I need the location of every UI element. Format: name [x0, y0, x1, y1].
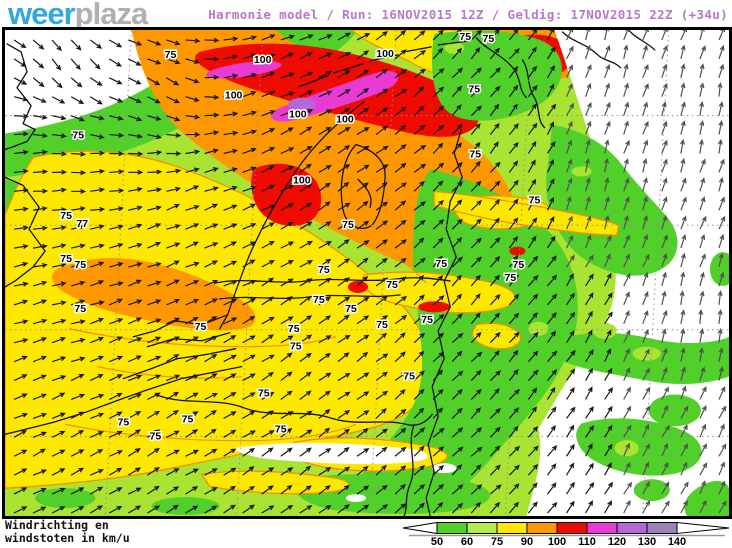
caption-line-2: windstoten in km/u: [5, 531, 130, 545]
contour-label: 75: [182, 414, 194, 425]
logo-weer: weer: [8, 0, 76, 31]
contour-label: 75: [529, 195, 541, 206]
fill-regions-layer: [5, 30, 729, 516]
legend-cell: [466, 522, 498, 534]
contour-label: 75: [74, 260, 86, 271]
contour-label: 75: [468, 85, 480, 96]
contour-label: 75: [469, 150, 481, 161]
logo-plaza: plaza: [74, 0, 149, 31]
contour-label: 75: [313, 295, 325, 306]
contour-label: 100: [293, 175, 311, 186]
contour-label: 75: [290, 342, 302, 353]
contour-label: 75: [60, 211, 72, 222]
legend-right-arrow: [676, 521, 730, 535]
legend-tick-label: 120: [608, 536, 626, 548]
wind-gust-map-frame: 75 100 100 100 100 100 75 75 75 75 100 75 75 77 75 75 75…: [2, 27, 732, 519]
legend-cell: [556, 522, 588, 534]
contour-label: 75: [195, 322, 207, 333]
contour-label: 75: [117, 417, 129, 428]
contour-label: 75: [345, 304, 357, 315]
weerplaza-logo: weerplaza: [8, 0, 149, 32]
legend-tick-label: 75: [491, 536, 503, 548]
contour-label: 75: [150, 431, 162, 442]
legend-tick-label: 90: [521, 536, 533, 548]
contour-label: 75: [513, 260, 525, 271]
contour-label: 75: [421, 315, 433, 326]
wind-arrows-layer: [13, 30, 727, 514]
contour-label: 75: [505, 273, 517, 284]
contour-label: 77: [76, 219, 88, 230]
legend-cell: [646, 522, 678, 534]
contour-label: 75: [482, 34, 494, 45]
legend-cell: [496, 522, 528, 534]
contour-label: 75: [72, 131, 84, 142]
contour-label: 75: [60, 254, 72, 265]
contour-label: 75: [435, 259, 447, 270]
contour-label: 75: [342, 220, 354, 231]
legend-cell: [586, 522, 618, 534]
legend-tick-label: 110: [578, 536, 596, 548]
contour-label: 75: [376, 320, 388, 331]
model-run-title: Harmonie model / Run: 16NOV2015 12Z / Ge…: [208, 7, 728, 22]
legend-tick-label: 140: [668, 536, 686, 548]
legend-cell: [436, 522, 468, 534]
contour-label: 75: [386, 280, 398, 291]
contour-label: 75: [459, 32, 471, 43]
contour-label: 75: [288, 324, 300, 335]
legend-tick-label: 100: [548, 536, 566, 548]
legend-cell: [526, 522, 558, 534]
contour-label: 75: [403, 372, 415, 383]
caption-line-1: Windrichting en: [5, 518, 109, 532]
contour-label: 100: [376, 49, 394, 60]
legend-tick-label: 130: [638, 536, 656, 548]
legend-cell: [616, 522, 648, 534]
contour-label: 100: [254, 55, 272, 66]
map-caption: Windrichting en windstoten in km/u: [5, 519, 130, 545]
contour-label: 75: [275, 424, 287, 435]
legend-tick-label: 60: [461, 536, 473, 548]
grid-lines-layer: [5, 30, 729, 516]
contour-label: 75: [258, 389, 270, 400]
contour-label: 75: [74, 304, 86, 315]
contour-label: 75: [318, 265, 330, 276]
contour-label: 75: [165, 50, 177, 61]
contour-label: 100: [289, 110, 307, 121]
color-scale-legend: 50 60 75 90 100 110 120 130 140: [402, 521, 730, 548]
contour-label: 100: [225, 91, 243, 102]
legend-left-arrow: [402, 521, 438, 535]
legend-tick-label: 50: [431, 536, 443, 548]
contour-label: 100: [336, 115, 354, 126]
